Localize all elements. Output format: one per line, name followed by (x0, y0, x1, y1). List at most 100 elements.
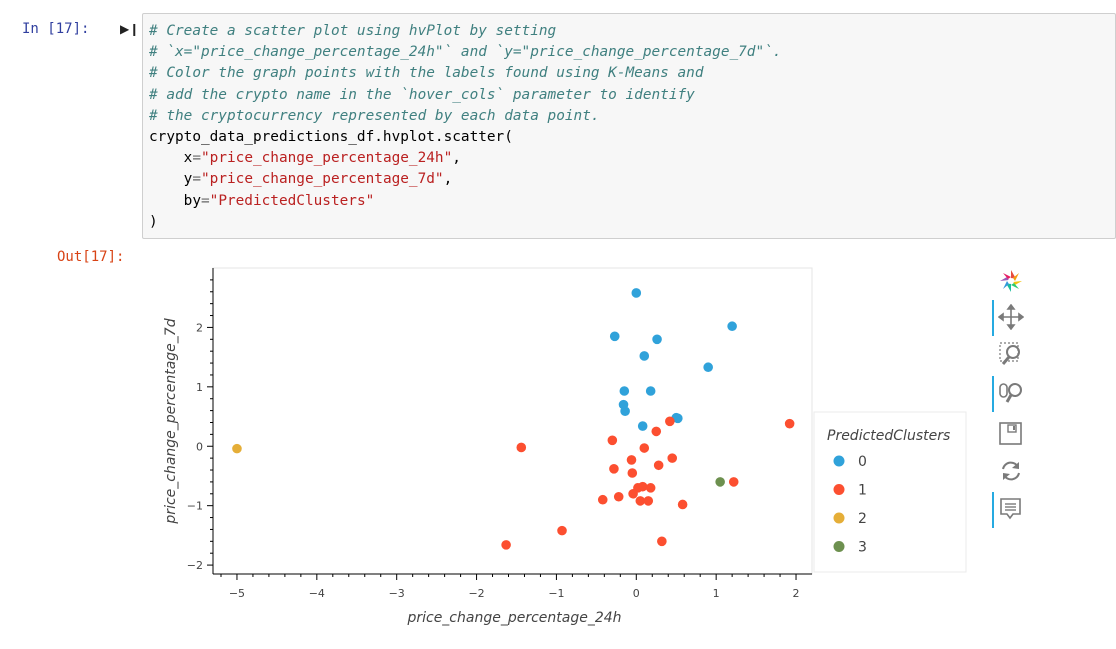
legend-marker-2[interactable] (833, 512, 845, 524)
data-point-cluster-0[interactable] (637, 421, 648, 431)
data-point-cluster-1[interactable] (657, 536, 667, 547)
legend-label-3[interactable]: 3 (858, 540, 867, 556)
code-token: x (149, 150, 193, 167)
input-prompt: In [17]: (22, 21, 90, 37)
reset-tool-button[interactable] (990, 454, 1030, 484)
data-point-cluster-2[interactable] (232, 443, 242, 454)
y-tick-label: −1 (187, 500, 203, 513)
code-token: # `x="price_change_percentage_24h"` and … (149, 44, 782, 61)
hover-tool-button[interactable] (990, 492, 1030, 528)
data-point-cluster-1[interactable] (609, 464, 619, 474)
data-point-cluster-3[interactable] (715, 477, 725, 487)
y-tick-label: −2 (187, 559, 203, 572)
x-tick-label: −1 (548, 587, 564, 600)
code-line: x="price_change_percentage_24h", (149, 150, 461, 166)
code-token: = (200, 192, 210, 209)
data-point-cluster-0[interactable] (645, 386, 656, 396)
data-point-cluster-1[interactable] (645, 483, 656, 493)
data-point-cluster-1[interactable] (728, 477, 739, 487)
legend-label-1[interactable]: 1 (858, 483, 867, 499)
data-point-cluster-1[interactable] (784, 418, 795, 429)
data-point-cluster-1[interactable] (597, 494, 608, 505)
data-point-cluster-1[interactable] (653, 460, 664, 471)
data-point-cluster-0[interactable] (620, 406, 630, 416)
data-point-cluster-1[interactable] (628, 488, 638, 499)
data-point-cluster-0[interactable] (609, 331, 620, 342)
data-point-cluster-1[interactable] (607, 435, 618, 446)
code-line: # Color the graph points with the labels… (149, 65, 704, 81)
data-point-cluster-1[interactable] (667, 453, 678, 463)
data-point-cluster-1[interactable] (651, 426, 662, 437)
x-tick-label: 2 (793, 587, 800, 600)
data-point-cluster-1[interactable] (637, 481, 648, 492)
data-point-cluster-0[interactable] (652, 334, 662, 345)
data-point-cluster-0[interactable] (631, 288, 642, 298)
legend-title: PredictedClusters (827, 428, 950, 444)
code-line: # the cryptocurrency represented by each… (149, 108, 600, 124)
x-tick-label: 1 (713, 587, 720, 600)
data-point-cluster-1[interactable] (557, 525, 567, 536)
pan-tool-button[interactable] (990, 300, 1030, 336)
code-token: "price_change_percentage_7d" (201, 171, 444, 188)
code-token: by (149, 192, 201, 209)
data-point-cluster-0[interactable] (639, 351, 650, 361)
data-point-cluster-0[interactable] (703, 362, 713, 373)
code-token: ) (149, 213, 158, 230)
y-tick-label: 1 (196, 381, 203, 394)
data-point-cluster-1[interactable] (627, 468, 638, 478)
data-point-cluster-1[interactable] (665, 416, 675, 427)
x-tick-label: −4 (309, 587, 325, 600)
x-tick-label: −3 (389, 587, 405, 600)
data-point-cluster-1[interactable] (613, 491, 624, 502)
data-point-cluster-0[interactable] (619, 386, 630, 396)
code-token: y (149, 171, 193, 188)
code-token: # Color the graph points with the labels… (149, 65, 704, 82)
legend-marker-3[interactable] (833, 541, 845, 552)
plot-toolbar (990, 262, 1030, 532)
data-point-cluster-1[interactable] (639, 443, 650, 453)
data-point-cluster-1[interactable] (516, 442, 527, 453)
plot-area[interactable] (212, 267, 813, 575)
data-point-cluster-1[interactable] (677, 499, 688, 510)
code-line: by="PredictedClusters" (149, 192, 375, 209)
code-line: # Create a scatter plot using hvPlot by … (149, 23, 556, 39)
data-point-cluster-0[interactable] (727, 321, 737, 332)
data-point-cluster-1[interactable] (626, 455, 637, 465)
code-line: # `x="price_change_percentage_24h"` and … (149, 44, 781, 60)
code-editor[interactable]: # Create a scatter plot using hvPlot by … (149, 21, 781, 233)
code-token: # Create a scatter plot using hvPlot by … (149, 23, 557, 39)
code-token: # the cryptocurrency represented by each… (149, 107, 600, 124)
y-tick-label: 0 (196, 440, 203, 453)
box-zoom-tool-button[interactable] (990, 337, 1030, 367)
code-line: crypto_data_predictions_df.hvplot.scatte… (149, 129, 513, 145)
code-line: ) (149, 214, 158, 230)
code-token: # add the crypto name in the `hover_cols… (149, 86, 695, 103)
data-point-cluster-0[interactable] (673, 413, 683, 424)
wheel-zoom-tool-button[interactable] (990, 376, 1030, 412)
code-token: "price_change_percentage_24h" (201, 150, 453, 167)
x-axis-label: price_change_percentage_24h (406, 610, 621, 626)
code-line: # add the crypto name in the `hover_cols… (149, 87, 695, 103)
bokeh-logo-button[interactable] (990, 264, 1030, 294)
legend-label-2[interactable]: 2 (858, 511, 867, 527)
x-tick-label: −5 (229, 587, 245, 600)
code-cell[interactable]: # Create a scatter plot using hvPlot by … (142, 13, 1116, 239)
code-token: = (192, 150, 201, 167)
data-point-cluster-1[interactable] (635, 496, 646, 506)
legend-label-0[interactable]: 0 (858, 454, 867, 470)
code-line: y="price_change_percentage_7d", (149, 171, 453, 188)
code-token: = (192, 171, 201, 188)
legend-marker-1[interactable] (833, 484, 845, 495)
x-tick-label: 0 (633, 587, 640, 600)
data-point-cluster-1[interactable] (643, 496, 654, 506)
code-token: , (452, 150, 461, 167)
save-tool-button[interactable] (990, 417, 1030, 447)
data-point-cluster-1[interactable] (501, 540, 511, 550)
run-cell-icon[interactable]: ▶❙ (120, 22, 140, 36)
code-token: crypto_data_predictions_df.hvplot.scatte… (149, 129, 513, 146)
legend-marker-0[interactable] (833, 455, 845, 467)
code-token: , (443, 171, 453, 188)
output-prompt: Out[17]: (57, 249, 125, 265)
y-tick-label: 2 (196, 321, 203, 334)
